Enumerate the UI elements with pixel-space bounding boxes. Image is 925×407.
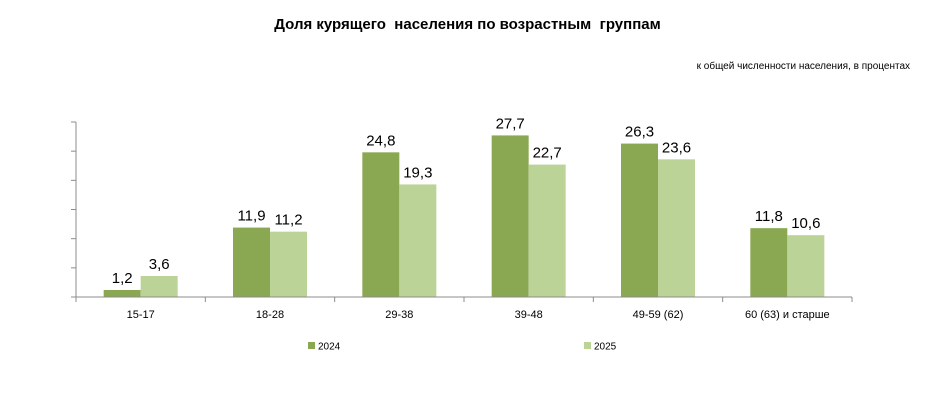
x-tick-label: 18-28 xyxy=(256,309,284,321)
bar-2024-0 xyxy=(103,290,141,297)
bar-2025-5 xyxy=(787,235,825,297)
x-tick-label: 60 (63) и старше xyxy=(745,309,830,321)
legend-swatch-2024 xyxy=(308,342,315,349)
data-label: 3,6 xyxy=(149,256,170,273)
bar-2024-1 xyxy=(233,227,270,297)
chart-subtitle: к общей численности населения, в процент… xyxy=(696,61,910,72)
data-label: 19,3 xyxy=(403,164,432,181)
data-label: 22,7 xyxy=(533,145,562,162)
bar-2025-3 xyxy=(528,164,566,297)
data-label: 1,2 xyxy=(112,270,133,287)
bar-2025-1 xyxy=(270,231,307,297)
data-label: 27,7 xyxy=(496,115,525,132)
x-tick-label: 15-17 xyxy=(127,309,155,321)
bar-2025-2 xyxy=(399,184,437,297)
legend-label: 2024 xyxy=(318,342,341,353)
data-label: 11,8 xyxy=(755,208,783,225)
legend-label: 2025 xyxy=(594,342,617,353)
bar-2024-3 xyxy=(491,135,529,297)
data-label: 10,6 xyxy=(791,215,820,232)
bar-2024-5 xyxy=(750,228,788,297)
bar-2025-4 xyxy=(658,159,695,297)
data-label: 11,9 xyxy=(237,208,265,225)
legend-swatch-2025 xyxy=(584,342,591,349)
data-label: 23,6 xyxy=(662,139,691,156)
x-tick-label: 39-48 xyxy=(515,309,543,321)
x-tick-label: 49-59 (62) xyxy=(633,309,684,321)
data-label: 26,3 xyxy=(625,124,654,141)
x-tick-label: 29-38 xyxy=(385,309,413,321)
bar-2025-0 xyxy=(140,276,178,297)
bar-2024-2 xyxy=(362,152,400,297)
data-label: 24,8 xyxy=(366,132,395,149)
bar-2024-4 xyxy=(621,143,658,297)
chart-title: Доля курящего населения по возрастным гр… xyxy=(274,16,661,33)
data-label: 11,2 xyxy=(274,212,302,229)
